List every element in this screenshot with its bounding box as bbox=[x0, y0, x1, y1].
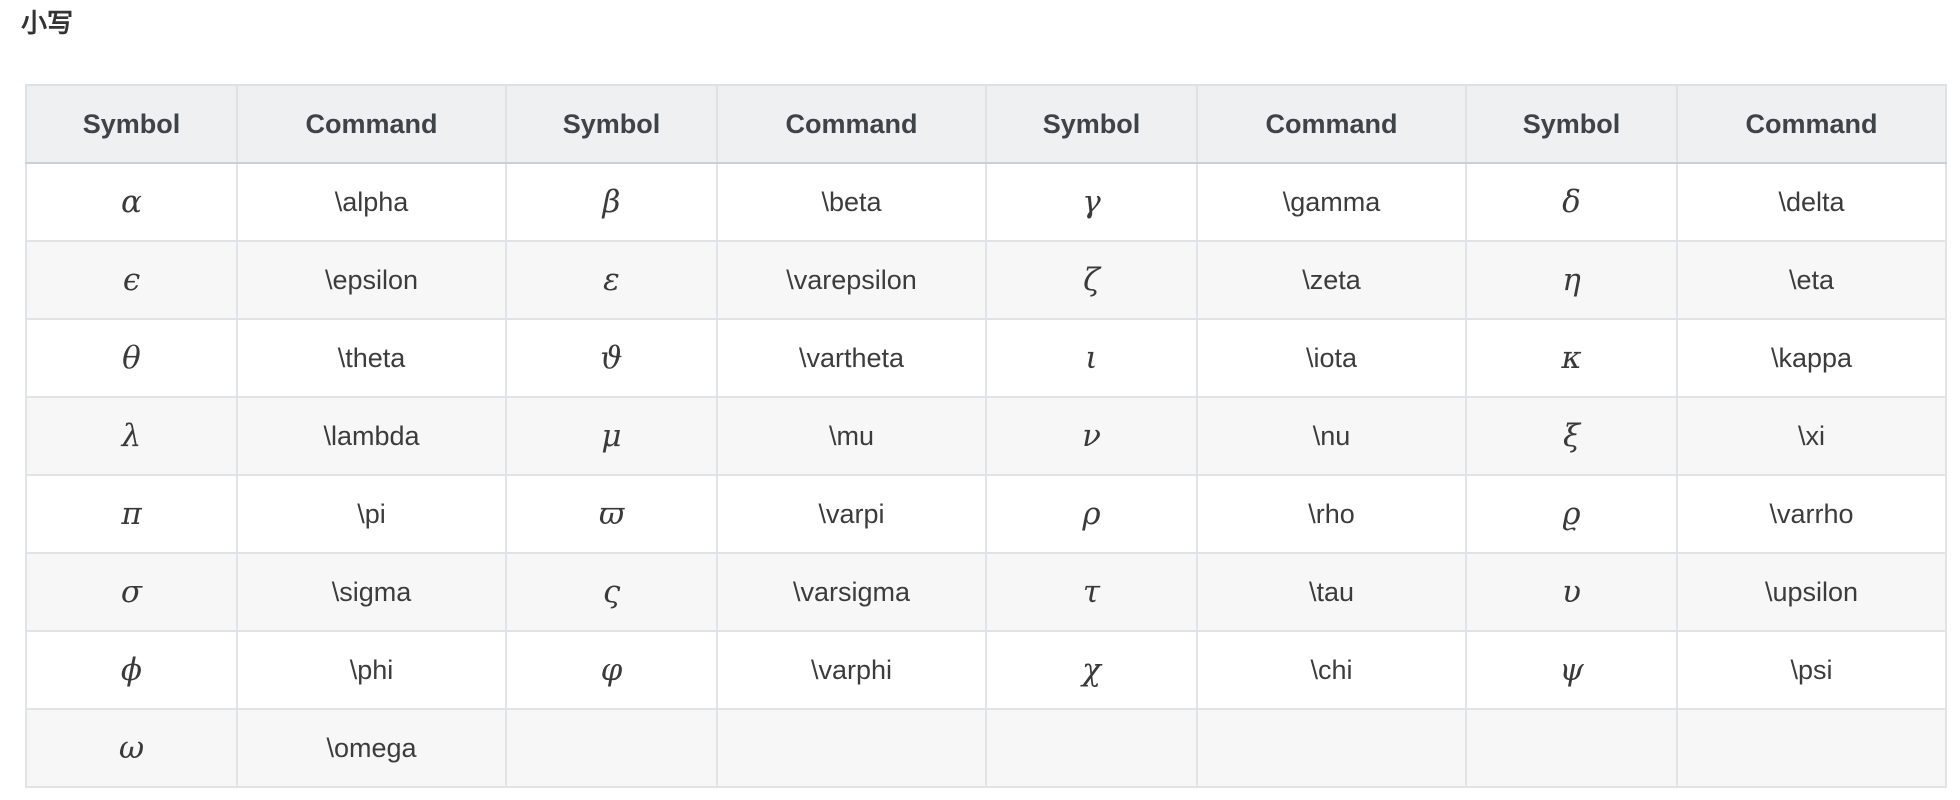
table-header-row: Symbol Command Symbol Command Symbol Com… bbox=[25, 84, 1947, 164]
symbol-cell: ρ bbox=[985, 474, 1198, 554]
symbol-cell: κ bbox=[1465, 318, 1678, 398]
symbol-cell: υ bbox=[1465, 552, 1678, 632]
symbol-cell: ϵ bbox=[25, 240, 238, 320]
command-cell: \epsilon bbox=[236, 240, 507, 320]
table-row: ϵ \epsilon ε \varepsilon ζ \zeta η \eta bbox=[25, 240, 1947, 320]
table-row: λ \lambda μ \mu ν \nu ξ \xi bbox=[25, 396, 1947, 476]
table-row: θ \theta ϑ \vartheta ι \iota κ \kappa bbox=[25, 318, 1947, 398]
column-header-symbol-3: Symbol bbox=[985, 84, 1198, 164]
symbol-cell: φ bbox=[505, 630, 718, 710]
command-cell: \upsilon bbox=[1676, 552, 1947, 632]
symbol-cell: ς bbox=[505, 552, 718, 632]
symbol-cell: δ bbox=[1465, 162, 1678, 242]
symbol-cell bbox=[505, 708, 718, 788]
symbol-cell: ϕ bbox=[25, 630, 238, 710]
symbol-cell: α bbox=[25, 162, 238, 242]
table-row: ω \omega bbox=[25, 708, 1947, 788]
symbol-cell: ι bbox=[985, 318, 1198, 398]
symbol-cell: ψ bbox=[1465, 630, 1678, 710]
command-cell: \zeta bbox=[1196, 240, 1467, 320]
command-cell: \varpi bbox=[716, 474, 987, 554]
table-row: α \alpha β \beta γ \gamma δ \delta bbox=[25, 162, 1947, 242]
symbol-cell: ω bbox=[25, 708, 238, 788]
table-row: ϕ \phi φ \varphi χ \chi ψ \psi bbox=[25, 630, 1947, 710]
symbol-cell: τ bbox=[985, 552, 1198, 632]
command-cell: \varsigma bbox=[716, 552, 987, 632]
command-cell: \lambda bbox=[236, 396, 507, 476]
symbol-cell: λ bbox=[25, 396, 238, 476]
command-cell: \phi bbox=[236, 630, 507, 710]
command-cell: \alpha bbox=[236, 162, 507, 242]
column-header-command-2: Command bbox=[716, 84, 987, 164]
symbol-cell: σ bbox=[25, 552, 238, 632]
command-cell: \pi bbox=[236, 474, 507, 554]
symbol-cell: β bbox=[505, 162, 718, 242]
command-cell: \chi bbox=[1196, 630, 1467, 710]
command-cell bbox=[1676, 708, 1947, 788]
command-cell: \kappa bbox=[1676, 318, 1947, 398]
command-cell: \delta bbox=[1676, 162, 1947, 242]
table-row: π \pi ϖ \varpi ρ \rho ϱ \varrho bbox=[25, 474, 1947, 554]
command-cell bbox=[1196, 708, 1467, 788]
column-header-symbol-4: Symbol bbox=[1465, 84, 1678, 164]
command-cell bbox=[716, 708, 987, 788]
symbol-cell: ϑ bbox=[505, 318, 718, 398]
symbol-cell bbox=[1465, 708, 1678, 788]
symbol-cell: ϖ bbox=[505, 474, 718, 554]
symbol-cell: ζ bbox=[985, 240, 1198, 320]
column-header-symbol-1: Symbol bbox=[25, 84, 238, 164]
command-cell: \varphi bbox=[716, 630, 987, 710]
symbol-cell: χ bbox=[985, 630, 1198, 710]
command-cell: \gamma bbox=[1196, 162, 1467, 242]
column-header-command-1: Command bbox=[236, 84, 507, 164]
command-cell: \beta bbox=[716, 162, 987, 242]
command-cell: \psi bbox=[1676, 630, 1947, 710]
table-row: σ \sigma ς \varsigma τ \tau υ \upsilon bbox=[25, 552, 1947, 632]
command-cell: \iota bbox=[1196, 318, 1467, 398]
command-cell: \vartheta bbox=[716, 318, 987, 398]
greek-lowercase-table: Symbol Command Symbol Command Symbol Com… bbox=[25, 84, 1947, 788]
command-cell: \tau bbox=[1196, 552, 1467, 632]
column-header-command-3: Command bbox=[1196, 84, 1467, 164]
command-cell: \eta bbox=[1676, 240, 1947, 320]
command-cell: \xi bbox=[1676, 396, 1947, 476]
command-cell: \sigma bbox=[236, 552, 507, 632]
symbol-cell: ν bbox=[985, 396, 1198, 476]
command-cell: \omega bbox=[236, 708, 507, 788]
command-cell: \mu bbox=[716, 396, 987, 476]
column-header-command-4: Command bbox=[1676, 84, 1947, 164]
command-cell: \rho bbox=[1196, 474, 1467, 554]
page-title: 小写 bbox=[21, 8, 74, 38]
symbol-cell: π bbox=[25, 474, 238, 554]
column-header-symbol-2: Symbol bbox=[505, 84, 718, 164]
symbol-cell: θ bbox=[25, 318, 238, 398]
symbol-cell: ϱ bbox=[1465, 474, 1678, 554]
symbol-cell: η bbox=[1465, 240, 1678, 320]
command-cell: \theta bbox=[236, 318, 507, 398]
command-cell: \varrho bbox=[1676, 474, 1947, 554]
table-body: α \alpha β \beta γ \gamma δ \delta ϵ \epsilon ε \va… bbox=[25, 162, 1947, 788]
symbol-cell: γ bbox=[985, 162, 1198, 242]
command-cell: \varepsilon bbox=[716, 240, 987, 320]
symbol-cell: ξ bbox=[1465, 396, 1678, 476]
command-cell: \nu bbox=[1196, 396, 1467, 476]
symbol-cell: ε bbox=[505, 240, 718, 320]
symbol-cell: μ bbox=[505, 396, 718, 476]
page: 小写 Symbol Command Symbol Command Symbol … bbox=[0, 8, 1960, 788]
symbol-cell bbox=[985, 708, 1198, 788]
